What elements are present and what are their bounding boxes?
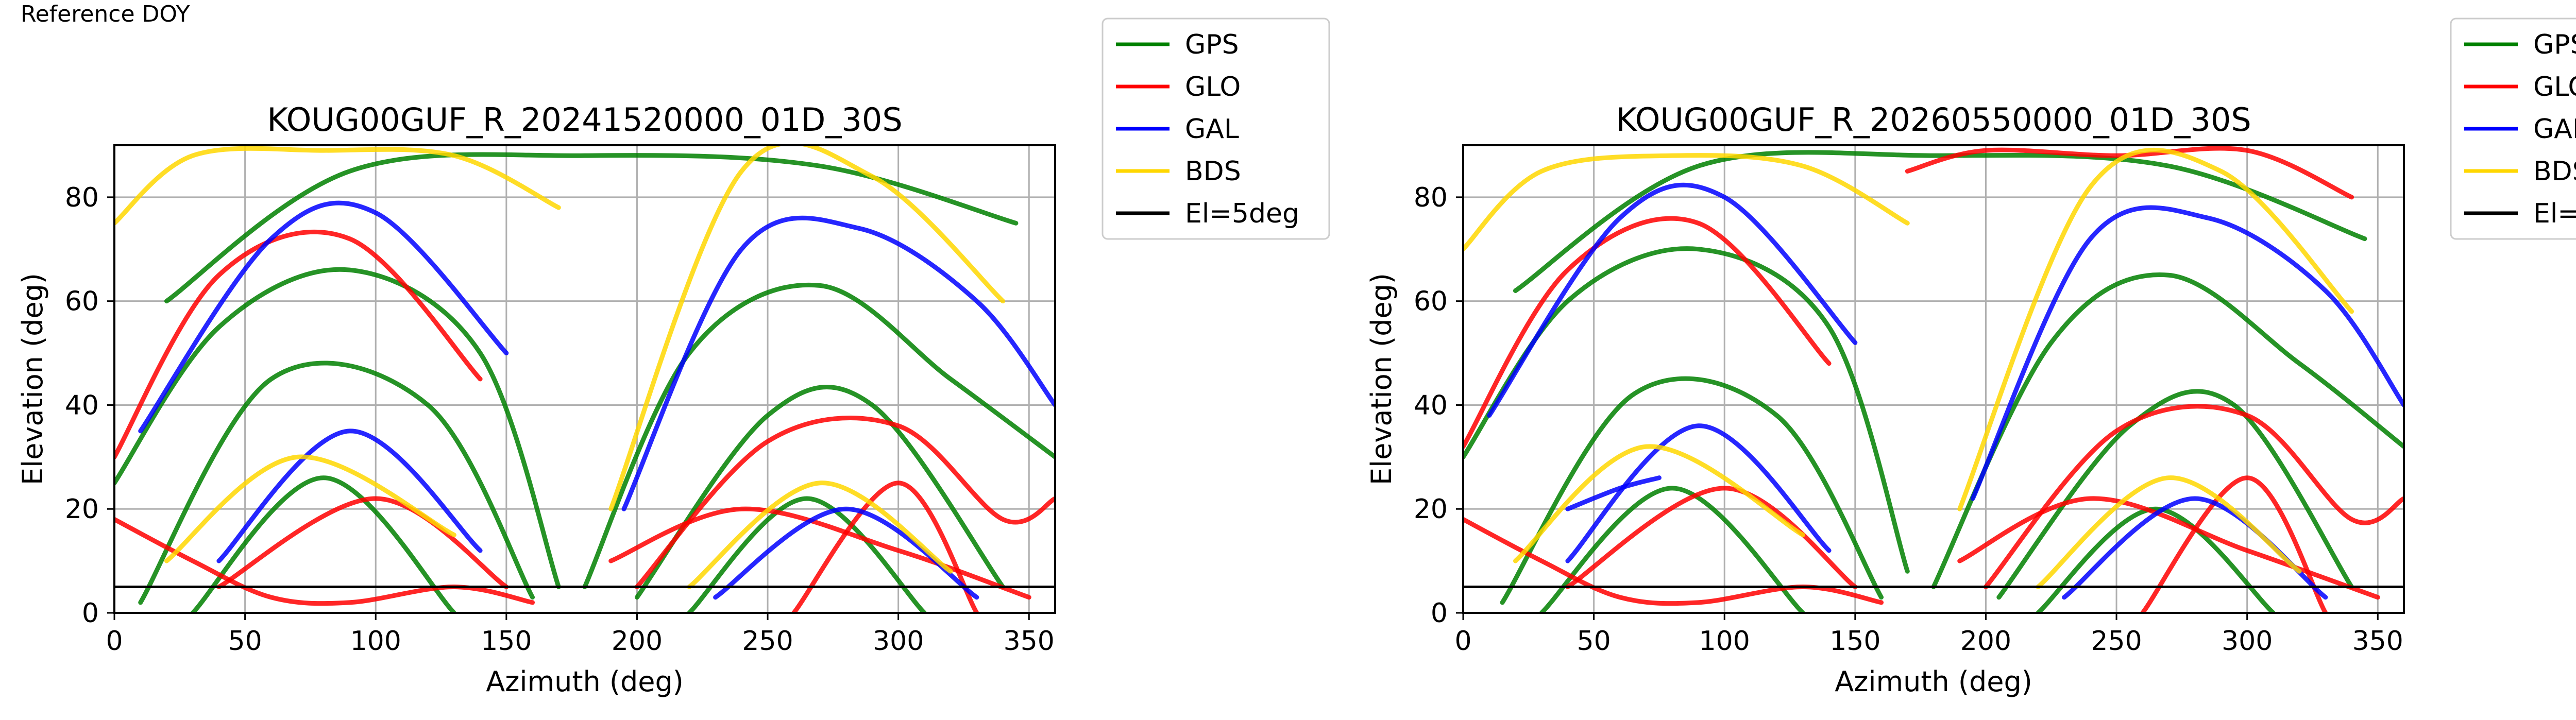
series-glo-track-3 — [1983, 404, 2404, 590]
y-tick-label: 60 — [65, 286, 99, 317]
series-gal-track-3 — [216, 428, 483, 563]
chart-panel-1: 0 50 100 150 200 250 300 350 0 20 40 60 80 KOUG00GUF_… — [16, 18, 1330, 698]
series-glo-track-6 — [2140, 475, 2328, 613]
chart-title: KOUG00GUF_R_20260550000_01D_30S — [1616, 101, 2251, 139]
legend-label-bds: BDS — [1185, 156, 1241, 187]
series-gps-track-4 — [634, 385, 1006, 600]
series-gal-track-2 — [621, 215, 1055, 511]
series-bds-track-2 — [164, 454, 456, 563]
legend-label-gps: GPS — [1185, 29, 1239, 60]
x-tick-label: 100 — [350, 626, 401, 657]
plot-area — [114, 145, 1055, 613]
x-tick-label: 200 — [612, 626, 663, 657]
series-gps-track-3 — [1931, 272, 2404, 590]
x-tick-label: 300 — [2222, 626, 2273, 657]
x-tick-label: 50 — [1577, 626, 1611, 657]
series-bds-track-4 — [2036, 475, 2302, 590]
y-tick-label: 20 — [1414, 494, 1448, 525]
series-gps-track-1 — [114, 267, 561, 590]
series-glo-track-6 — [791, 481, 979, 613]
series-gal-track-3 — [1565, 423, 1832, 563]
x-tick-label: 150 — [481, 626, 532, 657]
legend-label-gal: GAL — [1185, 114, 1239, 145]
axes-frame — [113, 144, 1056, 614]
series-gps-track-1 — [1463, 246, 1910, 574]
chart-panel-2: 0 50 100 150 200 250 300 350 0 20 40 60 80 KOUG00GUF_… — [1365, 18, 2576, 698]
x-tick-label: 0 — [106, 626, 123, 657]
legend-label-gal: GAL — [2533, 114, 2576, 145]
series-glo-track-4 — [1957, 496, 2380, 600]
legend-label-glo: GLO — [2533, 72, 2576, 102]
y-tick-label: 20 — [65, 494, 99, 525]
x-tick-label: 200 — [1960, 626, 2011, 657]
x-tick-label: 250 — [742, 626, 793, 657]
legend-label-glo: GLO — [1185, 72, 1241, 102]
x-tick-label: 50 — [228, 626, 262, 657]
series-bds-track-3 — [608, 145, 1006, 511]
legend-label-el5deg: El=5deg — [1185, 198, 1299, 229]
legend-label-bds: BDS — [2533, 156, 2576, 187]
series-gps-track-5 — [190, 475, 456, 613]
series-glo-track-1 — [1463, 216, 1832, 449]
series-glo-track-5 — [216, 496, 509, 590]
y-tick-label: 60 — [1414, 286, 1448, 317]
x-tick-label: 0 — [1454, 626, 1471, 657]
series-gps-track-4 — [1996, 389, 2354, 600]
series-gal-track-1 — [1487, 182, 1858, 418]
x-tick-label: 150 — [1829, 626, 1880, 657]
y-axis-label: Elevation (deg) — [1365, 273, 1398, 485]
series-bds-track-4 — [687, 481, 953, 590]
series-bds-track-2 — [1513, 444, 1805, 563]
series-gps-track-3 — [582, 282, 1055, 590]
series-glo-track-5 — [1565, 486, 1858, 590]
x-tick-label: 350 — [2352, 626, 2403, 657]
x-tick-label: 100 — [1699, 626, 1750, 657]
x-axis-label: Azimuth (deg) — [486, 665, 684, 698]
series-gps-track-5 — [1539, 486, 1805, 613]
plot-area — [1463, 146, 2404, 613]
series-glo-track-3 — [634, 416, 1055, 590]
reference-doy-label: Reference DOY — [21, 1, 190, 27]
series-bds-track-1 — [1463, 153, 1910, 252]
series-gal-track-2 — [1970, 205, 2404, 501]
y-axis-label: Elevation (deg) — [16, 273, 49, 485]
x-axis-label: Azimuth (deg) — [1835, 665, 2032, 698]
series-bds-track-1 — [114, 146, 561, 226]
y-tick-label: 40 — [65, 390, 99, 421]
series-bds-track-3 — [1957, 147, 2354, 511]
y-tick-label: 80 — [65, 182, 99, 213]
series-gal-track-4 — [2062, 496, 2328, 600]
x-tick-label: 350 — [1004, 626, 1055, 657]
series-glo-track-4 — [608, 506, 1031, 600]
axes-frame — [1462, 144, 2405, 614]
y-tick-label: 40 — [1414, 390, 1448, 421]
series-gal-track-1 — [138, 200, 509, 434]
series-gps-track-7 — [1513, 150, 2367, 293]
legend-label-el5deg: El=5deg — [2533, 198, 2576, 229]
series-gps-track-6 — [687, 496, 927, 613]
y-tick-label: 0 — [82, 598, 99, 629]
y-tick-label: 0 — [1431, 598, 1448, 629]
legend-label-gps: GPS — [2533, 29, 2576, 60]
legend-box — [1101, 18, 1330, 240]
series-glo-track-1 — [114, 229, 483, 459]
series-gps-track-2 — [138, 361, 535, 605]
x-tick-label: 250 — [2091, 626, 2142, 657]
series-gal-track-5 — [1565, 475, 1662, 511]
y-tick-label: 80 — [1414, 182, 1448, 213]
series-gps-track-6 — [2036, 506, 2276, 613]
series-gps-track-2 — [1500, 376, 1884, 605]
chart-title: KOUG00GUF_R_20241520000_01D_30S — [267, 101, 902, 139]
x-tick-label: 300 — [873, 626, 924, 657]
